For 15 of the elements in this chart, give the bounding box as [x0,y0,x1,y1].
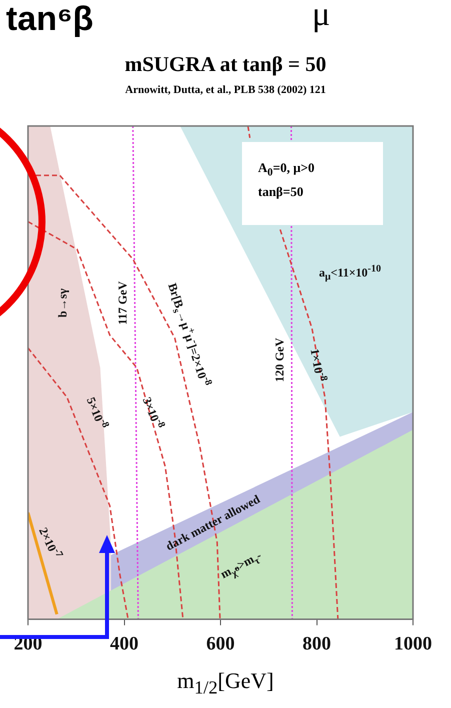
annotation: A$_{0}$=0, μ>0 [258,160,314,179]
text: μ [312,0,330,34]
x-tick-label: 1000 [394,634,432,655]
annotation: a$_{μ}$<11×10$^{-10}$ [318,263,382,283]
text: tan⁶β [6,0,94,39]
x-tick-label: 600 [206,634,235,655]
x-tick-label: 400 [110,634,138,655]
annotation: b→sγ [56,288,70,318]
annotation: 117 GeV [116,281,130,325]
annotation: tanβ=50 [258,184,304,200]
chart-subtitle: Arnowitt, Dutta, et al., PLB 538 (2002) 121 [124,84,327,96]
x-axis-title: m$_{1/2}$[GeV] [176,668,275,698]
chart-title: mSUGRA at tanβ = 50 [124,52,328,77]
x-tick-label: 800 [302,634,331,655]
annotation: 120 GeV [272,338,288,382]
